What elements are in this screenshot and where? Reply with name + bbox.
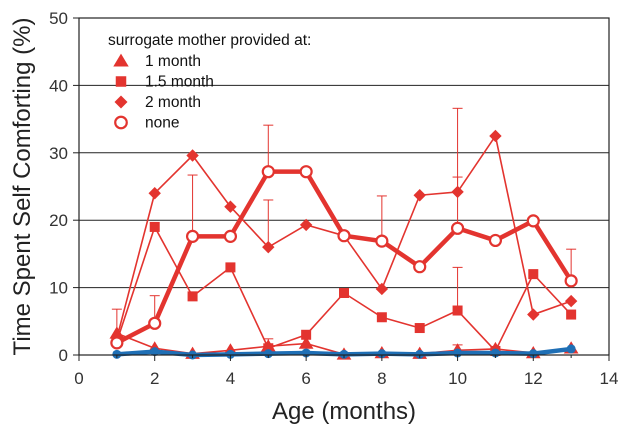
x-tick-label: 14 (600, 369, 619, 388)
data-point (528, 349, 538, 359)
data-point (339, 349, 349, 359)
data-point (413, 189, 426, 202)
legend-title: surrogate mother provided at: (108, 32, 311, 49)
data-point (263, 349, 273, 359)
data-point (375, 282, 389, 296)
data-point (339, 287, 349, 298)
data-point (223, 229, 238, 243)
data-point (528, 269, 539, 280)
data-point (261, 165, 275, 179)
data-point (376, 312, 387, 323)
data-point (452, 305, 463, 316)
y-tick-label: 40 (49, 76, 68, 95)
axes: 0 2 4 6 8 10 12 14 0 10 20 30 40 50 (49, 9, 618, 388)
x-tick-label: 12 (524, 369, 543, 388)
data-point (186, 149, 199, 162)
series-2 (110, 107, 578, 345)
y-axis-title: Time Spent Self Comforting (%) (9, 18, 36, 356)
legend: surrogate mother provided at: 1 month 1.5… (108, 32, 311, 132)
y-tick-label: 0 (59, 346, 68, 365)
data-point (413, 260, 427, 274)
data-point (489, 129, 502, 143)
data-point (566, 309, 577, 320)
data-point (150, 347, 160, 357)
data-point (298, 336, 314, 349)
data-point (526, 214, 540, 228)
series-line (115, 169, 574, 345)
legend-marker (113, 53, 129, 67)
data-point (148, 316, 162, 330)
x-tick-label: 8 (377, 369, 386, 388)
data-point (527, 308, 540, 321)
data-point (564, 294, 578, 308)
data-point (566, 344, 576, 354)
data-point (564, 274, 578, 288)
x-tick-label: 4 (226, 369, 235, 388)
data-point (450, 221, 465, 235)
data-point (299, 165, 313, 179)
data-point (185, 229, 200, 243)
data-point (148, 187, 161, 200)
data-point (224, 200, 237, 213)
data-point (225, 262, 236, 273)
x-tick-label: 10 (448, 369, 467, 388)
y-tick-label: 10 (49, 279, 68, 298)
legend-label: 2 month (145, 94, 201, 111)
data-point (225, 349, 235, 359)
legend-label: none (145, 115, 179, 132)
data-point (488, 233, 503, 248)
data-point (262, 240, 275, 254)
data-point (301, 329, 312, 340)
x-tick-label: 6 (301, 369, 310, 388)
y-tick-label: 50 (49, 9, 68, 28)
legend-label: 1 month (145, 53, 201, 70)
data-point (415, 349, 425, 359)
data-point (337, 229, 351, 243)
data-point (414, 323, 425, 334)
data-point (375, 234, 389, 248)
data-point (263, 343, 274, 354)
x-axis-title: Age (months) (272, 398, 416, 425)
legend-marker (115, 76, 127, 87)
legend-label: 1.5 month (145, 74, 214, 91)
gridlines (79, 84, 609, 289)
x-tick-label: 2 (150, 369, 159, 388)
legend-marker (114, 95, 128, 109)
y-tick-label: 30 (49, 144, 68, 163)
y-tick-label: 20 (49, 211, 68, 230)
series-3 (110, 124, 578, 350)
data-point (377, 349, 387, 359)
data-point (112, 349, 122, 359)
series-layer (109, 107, 579, 360)
legend-marker (114, 115, 128, 130)
data-point (149, 221, 160, 232)
data-point (299, 218, 313, 232)
data-point (110, 336, 124, 350)
data-point (187, 291, 198, 302)
x-tick-label: 0 (74, 369, 83, 388)
